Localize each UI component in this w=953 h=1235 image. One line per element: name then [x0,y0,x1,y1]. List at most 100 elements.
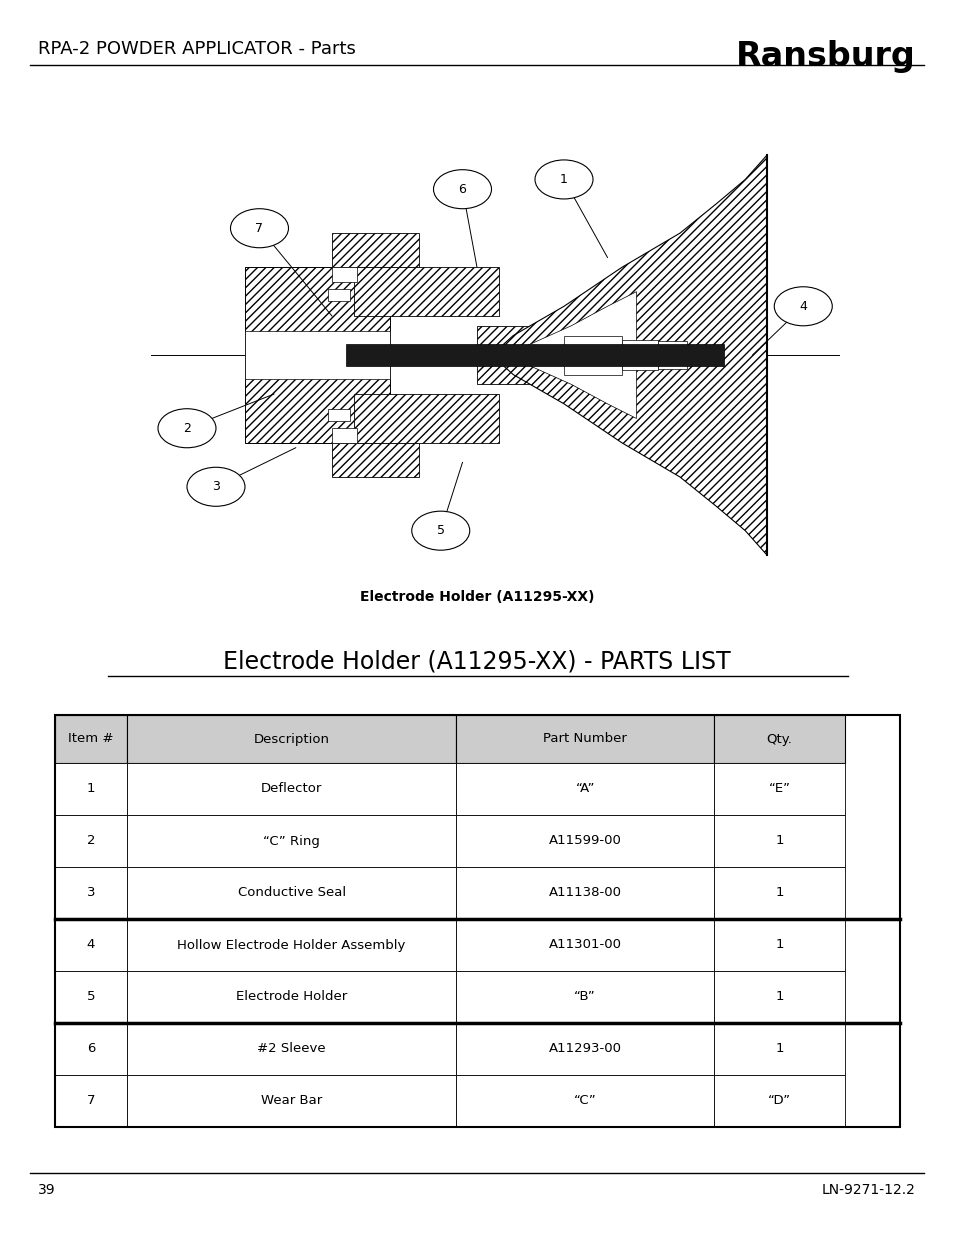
Text: 4: 4 [87,939,95,951]
Bar [55,715,127,763]
Text: 1: 1 [775,835,783,847]
Bar [563,336,621,374]
Text: Electrode Holder: Electrode Holder [235,990,347,1004]
Bar [127,867,456,919]
Bar [621,341,658,369]
Bar [332,443,418,477]
Text: Hollow Electrode Holder Assembly: Hollow Electrode Holder Assembly [177,939,405,951]
Circle shape [535,159,593,199]
Text: 3: 3 [212,480,220,493]
Text: 1: 1 [87,783,95,795]
Bar [55,715,899,1128]
Bar [127,815,456,867]
Bar [456,919,714,971]
Text: RPA-2 POWDER APPLICATOR - Parts: RPA-2 POWDER APPLICATOR - Parts [38,40,355,58]
Text: Item #: Item # [68,732,113,746]
Bar [456,867,714,919]
Text: 3: 3 [87,887,95,899]
Circle shape [433,169,491,209]
Bar [127,919,456,971]
Text: 1: 1 [775,887,783,899]
Text: Part Number: Part Number [542,732,626,746]
Bar [55,971,127,1023]
Bar [127,971,456,1023]
Text: 7: 7 [87,1094,95,1108]
Bar [245,267,390,443]
Text: Wear Bar: Wear Bar [261,1094,322,1108]
Bar [55,867,127,919]
Bar [328,409,350,421]
Text: 5: 5 [87,990,95,1004]
Bar [332,429,357,443]
Text: “D”: “D” [767,1094,790,1108]
Text: LN-9271-12.2: LN-9271-12.2 [821,1183,915,1197]
Bar [346,345,722,366]
Bar [55,815,127,867]
Polygon shape [491,156,766,555]
Bar [714,715,844,763]
Bar [332,233,418,267]
Bar [658,341,686,369]
Text: 6: 6 [87,1042,95,1056]
Bar [476,326,563,384]
Bar [55,763,127,815]
Bar [127,715,456,763]
Bar [354,267,498,316]
Text: “E”: “E” [768,783,790,795]
Circle shape [774,287,831,326]
Bar [714,1023,844,1074]
Bar [127,763,456,815]
Text: Electrode Holder (A11295-XX): Electrode Holder (A11295-XX) [359,590,594,604]
Text: Deflector: Deflector [260,783,322,795]
Text: A11293-00: A11293-00 [548,1042,621,1056]
Bar [328,289,350,301]
Bar [456,715,714,763]
Text: 5: 5 [436,524,444,537]
Text: 2: 2 [183,421,191,435]
Text: 1: 1 [775,939,783,951]
Circle shape [412,511,469,551]
Text: 7: 7 [255,222,263,235]
Bar [127,1023,456,1074]
Bar [245,331,390,379]
Text: 1: 1 [775,990,783,1004]
Text: Conductive Seal: Conductive Seal [237,887,345,899]
Text: 1: 1 [559,173,567,186]
Text: Electrode Holder (A11295-XX) - PARTS LIST: Electrode Holder (A11295-XX) - PARTS LIS… [223,650,730,674]
Bar [456,971,714,1023]
Bar [55,919,127,971]
Text: A11138-00: A11138-00 [548,887,621,899]
Text: “C” Ring: “C” Ring [263,835,319,847]
Text: “C”: “C” [574,1094,596,1108]
Bar [55,1074,127,1128]
Bar [55,1023,127,1074]
Bar [127,1074,456,1128]
Bar [456,763,714,815]
Bar [456,1074,714,1128]
Text: Qty.: Qty. [766,732,792,746]
Text: 4: 4 [799,300,806,312]
Polygon shape [491,291,636,419]
Bar [332,267,357,282]
Bar [354,394,498,443]
Bar [456,1023,714,1074]
Text: A11301-00: A11301-00 [548,939,621,951]
Text: Description: Description [253,732,329,746]
Bar [714,815,844,867]
Bar [714,971,844,1023]
Bar [714,763,844,815]
Circle shape [158,409,215,448]
Text: “B”: “B” [574,990,596,1004]
Bar [714,867,844,919]
Bar [456,815,714,867]
Bar [714,919,844,971]
Text: #2 Sleeve: #2 Sleeve [257,1042,326,1056]
Circle shape [231,209,288,248]
Bar [714,1074,844,1128]
Text: Ransburg: Ransburg [736,40,915,73]
Text: 1: 1 [775,1042,783,1056]
Text: “A”: “A” [575,783,595,795]
Text: A11599-00: A11599-00 [548,835,621,847]
Text: 6: 6 [458,183,466,195]
Text: 2: 2 [87,835,95,847]
